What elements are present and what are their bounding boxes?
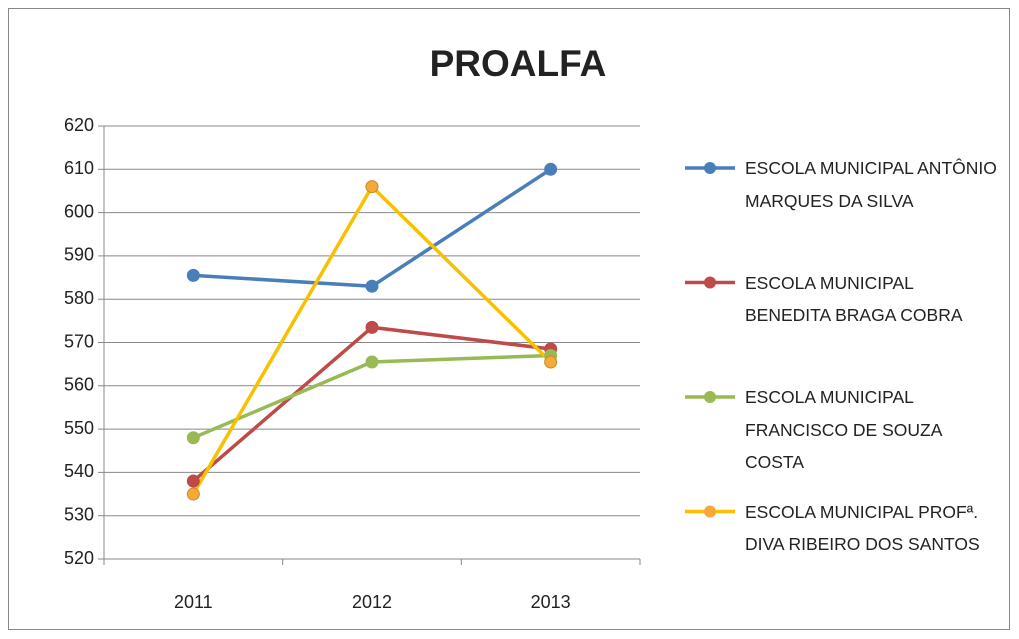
y-tick-label: 620 xyxy=(64,115,94,135)
chart-title: PROALFA xyxy=(430,43,607,84)
data-point xyxy=(365,355,379,369)
y-tick-label: 580 xyxy=(64,288,94,308)
legend-label: ESCOLA MUNICIPAL ANTÔNIO MARQUES DA SILV… xyxy=(745,158,997,211)
y-tick-label: 590 xyxy=(64,245,94,265)
legend-marker xyxy=(704,276,716,289)
data-point xyxy=(186,268,200,282)
x-tick-label: 2011 xyxy=(174,592,213,612)
data-point xyxy=(186,487,200,501)
legend-marker xyxy=(704,162,716,174)
legend-label: ESCOLA MUNICIPAL BENEDITA BRAGA COBRA xyxy=(745,272,963,326)
y-tick-label: 530 xyxy=(64,504,94,524)
y-tick-label: 560 xyxy=(64,375,94,395)
y-tick-label: 600 xyxy=(64,201,94,221)
data-point xyxy=(186,431,200,445)
y-tick-label: 540 xyxy=(64,461,94,481)
legend-label: ESCOLA MUNICIPAL PROFª. DIVA RIBEIRO DOS… xyxy=(745,501,980,555)
y-tick-label: 570 xyxy=(64,331,94,351)
legend-marker xyxy=(704,505,716,518)
data-point xyxy=(544,355,558,369)
data-point xyxy=(186,474,200,488)
y-tick-label: 520 xyxy=(64,548,94,568)
data-point xyxy=(365,180,379,194)
data-point xyxy=(365,279,379,293)
data-point xyxy=(365,320,379,334)
legend-marker xyxy=(704,391,716,403)
data-point xyxy=(544,162,558,176)
x-tick-label: 2013 xyxy=(531,592,571,612)
y-tick-label: 550 xyxy=(64,418,94,438)
x-tick-label: 2012 xyxy=(352,592,392,612)
legend-label: ESCOLA MUNICIPAL FRANCISCO DE SOUZA COST… xyxy=(745,387,942,472)
y-tick-label: 610 xyxy=(64,158,94,178)
